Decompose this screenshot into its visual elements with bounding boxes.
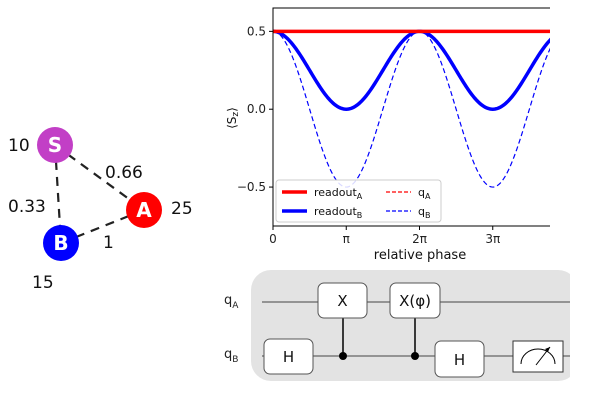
- node-b-label: B: [53, 231, 68, 255]
- gate-x-phi-label: X(φ): [399, 292, 431, 310]
- gate-h-1: [263, 338, 314, 375]
- node-b-weight: 15: [32, 273, 54, 293]
- wire-label-qa: qA: [224, 293, 239, 311]
- meter-icon: [512, 340, 564, 373]
- x-tick-label: π: [343, 232, 350, 246]
- x-tick-label: 0: [269, 232, 277, 246]
- legend-entry: qA: [418, 186, 431, 201]
- edge-b-a-label: 1: [103, 233, 114, 253]
- edge-s-a-label: 0.66: [105, 163, 143, 183]
- y-tick-label: 0.5: [247, 24, 266, 38]
- gate-x-label: X: [337, 292, 347, 310]
- node-a-label: A: [136, 198, 152, 222]
- quantum-circuit: qA qB H X X(φ) H: [224, 270, 570, 381]
- gate-x-phi: [389, 282, 441, 319]
- series-line-q-b: [272, 30, 550, 188]
- control-dot-2: [411, 352, 419, 360]
- node-s-label: S: [48, 133, 62, 157]
- node-s-weight: 10: [8, 136, 30, 156]
- gate-h-2: [434, 340, 485, 378]
- edge-s-a: [54, 144, 145, 211]
- gate-h-1-label: H: [283, 348, 294, 366]
- wire-label-qb: qB: [224, 347, 238, 365]
- legend: readoutA qA readoutB qB: [275, 179, 442, 223]
- x-axis-label: relative phase: [374, 248, 466, 263]
- node-s: [37, 127, 73, 163]
- series-line-readout-b: [272, 29, 550, 111]
- x-tick-label: 2π: [412, 232, 427, 246]
- legend-entry: qB: [418, 205, 430, 220]
- edge-s-b-label: 0.33: [8, 197, 46, 217]
- y-tick-label: 0.0: [247, 102, 266, 116]
- node-b: [43, 225, 79, 261]
- phase-plot: 0π2π3π4π0.50.0−0.5 relative phase ⟨Sz⟩ r…: [225, 7, 550, 263]
- node-graph: S A B 10 25 15 0.66 0.33 1: [8, 127, 193, 293]
- x-tick-label: 3π: [485, 232, 500, 246]
- node-a: [126, 192, 162, 228]
- legend-entry: readoutB: [314, 205, 362, 220]
- control-dot-1: [339, 352, 347, 360]
- y-axis-label: ⟨Sz⟩: [225, 107, 241, 129]
- gate-h-2-label: H: [454, 351, 465, 369]
- node-a-weight: 25: [171, 199, 193, 219]
- y-tick-label: −0.5: [237, 180, 266, 194]
- gate-x: [317, 282, 368, 319]
- legend-entry: readoutA: [314, 186, 363, 201]
